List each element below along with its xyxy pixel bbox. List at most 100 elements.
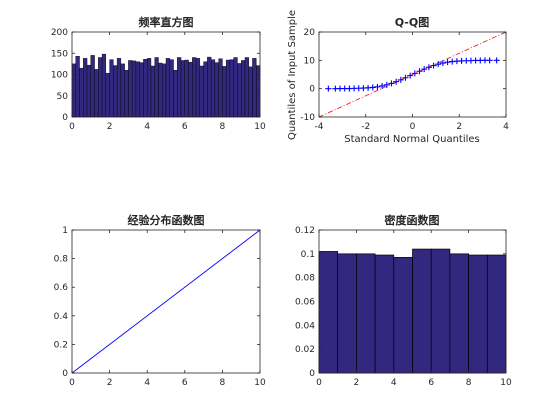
qq-point [402,74,409,81]
histogram-bar [177,57,182,118]
histogram-bar [124,70,129,118]
density-bar [412,248,432,374]
histogram-bar [203,61,208,118]
qq-point [435,61,442,68]
histogram-xtick-label: 8 [220,122,226,132]
histogram-bar [113,65,118,118]
ecdf-xtick-label: 2 [107,378,113,388]
qq-plot-ytick-label: 10 [304,56,316,66]
ecdf-xtick-label: 0 [69,378,75,388]
density-ytick-label: 0.04 [295,321,315,331]
qq-point [374,83,381,90]
qq-plot-xtick-label: -4 [315,122,324,132]
histogram-bar [244,57,249,118]
histogram-bar [94,69,99,118]
density-xtick-label: 6 [428,378,434,388]
density-xtick-label: 0 [316,378,322,388]
histogram-bar [154,57,159,118]
histogram-bar [233,57,238,118]
qq-plot-ytick-label: 0 [309,85,315,95]
qq-plot-ytick-label: 20 [304,28,316,38]
density-ytick-label: 0.12 [295,226,315,236]
histogram-bar [199,65,204,118]
qq-point [439,60,446,67]
histogram-bar [101,53,107,118]
qq-point [388,80,395,87]
histogram-bar [116,58,122,118]
density-bar [430,248,451,374]
density-xtick-label: 2 [354,378,360,388]
density-bar [337,253,357,374]
histogram-bar [109,59,114,118]
qq-plot-ytick-label: -10 [300,113,315,123]
histogram-bar [75,56,80,118]
histogram-xtick-label: 0 [69,122,75,132]
histogram-ytick-label: 150 [51,49,68,59]
ecdf-ytick-label: 1 [62,226,68,236]
density-ytick-label: 0.1 [301,250,315,260]
histogram-bar [71,63,76,118]
density-ytick-label: 0.08 [295,274,315,284]
density-xtick-label: 10 [500,378,512,388]
histogram-bar [229,59,234,118]
histogram-bar [83,58,88,118]
histogram-xtick-label: 4 [144,122,150,132]
density-bar [449,253,469,374]
qq-point [379,82,386,89]
qq-point [369,84,376,91]
histogram-bar [184,59,189,118]
density-xtick-label: 8 [466,378,472,388]
histogram-bar [195,58,201,118]
histogram-ytick-label: 50 [57,92,69,102]
qq-plot-panel: Q-Q图 Standard Normal Quantiles Quantiles… [287,10,509,145]
qq-plot-xtick-label: 4 [503,122,509,132]
histogram-xtick-label: 6 [182,122,188,132]
histogram-bar [225,59,231,118]
histogram-bar [210,59,216,118]
histogram-xtick-label: 2 [107,122,113,132]
density-panel: 密度函数图 0 2 4 6 8 10 0 0.02 0.04 0.06 0.08 0.1 0.12 [295,213,512,388]
ecdf-axes-box [71,229,261,374]
qq-plot-xtick-label: 0 [410,122,416,132]
qq-plot-title: Q-Q图 [395,16,429,29]
histogram-bar [139,62,144,118]
histogram-bar [256,65,261,118]
histogram-bar [214,62,219,118]
histogram-bar [143,59,148,118]
histogram-ytick-label: 200 [51,28,68,38]
density-ytick-label: 0 [309,369,315,379]
histogram-bar [120,63,125,118]
histogram-bar [105,73,110,118]
histogram-bar [180,60,185,118]
histogram-bar [79,67,84,118]
qq-point [411,70,418,77]
histogram-bar [188,61,193,118]
qq-plot-xtick-label: -2 [361,122,370,132]
density-ytick-label: 0.06 [295,298,315,308]
histogram-bar [252,58,257,118]
histogram-bar [173,70,178,118]
ecdf-xtick-label: 10 [254,378,266,388]
qq-point [407,72,414,79]
density-bar [374,254,395,374]
histogram-ytick-label: 100 [51,71,68,81]
histogram-title: 频率直方图 [139,15,194,29]
histogram-bar [218,58,223,118]
histogram-bar [248,66,253,118]
qq-point [421,66,428,73]
density-bar [393,257,413,374]
qq-point [444,59,451,66]
histogram-bar [86,64,92,118]
ecdf-line [71,229,261,374]
histogram-bar [131,60,137,118]
histogram-bar [162,63,167,118]
ecdf-xtick-label: 6 [182,378,188,388]
histogram-bar [90,55,95,118]
histogram-bar [237,63,242,118]
qq-plot-ylabel: Quantiles of Input Sample [287,10,298,140]
histogram-bar [207,56,212,118]
qq-plot-xtick-label: 2 [456,122,462,132]
qq-point [430,62,437,69]
density-bar [468,254,488,374]
density-title: 密度函数图 [385,213,440,227]
